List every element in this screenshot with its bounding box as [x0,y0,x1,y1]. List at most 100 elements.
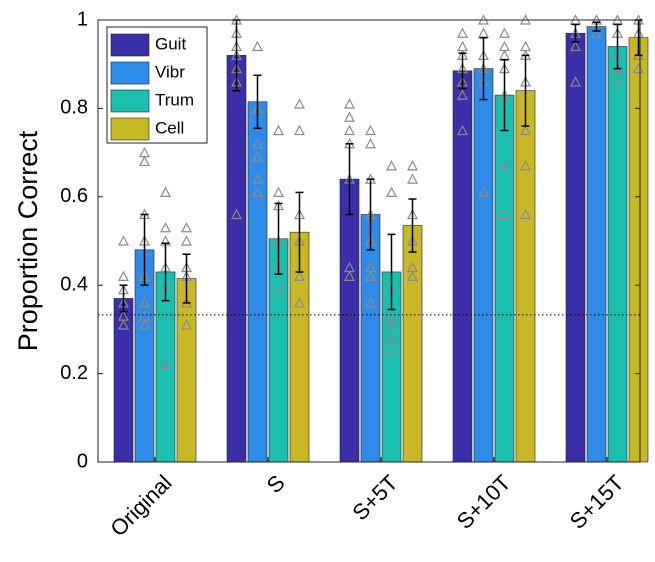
error-bar [161,242,170,302]
legend-swatch [110,117,150,141]
y-tick-label: 0.8 [60,97,88,119]
data-point [520,160,531,171]
data-point [294,297,305,308]
data-point [386,186,397,197]
data-point [344,98,355,109]
data-point [181,319,192,330]
data-point [499,49,510,60]
data-point [160,358,171,370]
data-point [478,186,489,197]
data-point [118,319,129,330]
data-point [570,76,581,87]
data-point [160,221,171,233]
error-bar [521,54,530,127]
data-point [633,62,644,74]
data-point [457,40,468,52]
data-point [457,124,468,136]
data-point [386,332,397,343]
data-point [499,160,510,171]
legend-label: Trum [155,90,194,109]
y-tick-label: 0 [77,450,88,472]
bar [247,101,268,463]
error-bar [182,253,191,304]
data-point [499,27,510,38]
data-point [591,27,602,38]
data-point [139,297,150,308]
bar [565,32,586,463]
legend-label: Cell [155,118,184,137]
y-tick-label: 0.6 [60,185,88,207]
legend-swatch [110,33,150,57]
data-point [407,160,418,171]
error-bar [387,233,396,311]
y-tick-label: 0.2 [60,362,88,384]
data-point [407,270,418,281]
x-tick-label: S [262,470,290,498]
bar [360,214,381,463]
bar [402,225,423,463]
bar [452,70,473,463]
data-point [294,124,305,136]
bar [607,46,628,463]
data-point [181,235,192,246]
bar [515,90,536,463]
data-point [181,221,192,233]
error-bar [295,191,304,273]
data-point [365,297,376,308]
error-bar [500,59,509,132]
legend-label: Vibr [155,62,185,81]
data-point [160,186,171,197]
error-bar [408,198,417,253]
data-point [612,76,623,87]
data-point [231,208,242,220]
y-tick-label: 1 [77,8,88,30]
data-point [365,124,376,136]
x-tick-label: S+5T [347,470,402,525]
x-tick-label: S+15T [565,470,629,534]
legend-label: Guit [155,34,186,53]
y-axis-label: Proportion Correct [13,130,43,351]
error-bar [592,21,601,32]
data-point [365,137,376,149]
error-bar [571,23,580,43]
bar [586,26,607,463]
data-point [386,319,397,330]
error-bar [479,36,488,101]
bar [176,278,197,463]
data-point [520,40,531,52]
data-point [294,270,305,281]
bar [473,68,494,463]
data-point [252,40,263,52]
bar [339,178,360,463]
data-point [344,111,355,122]
data-point [252,173,263,184]
error-bar [345,143,354,216]
x-tick-label: S+10T [452,470,516,534]
error-bar [253,74,262,130]
bar [494,94,515,463]
plot-frame [97,19,641,463]
y-tick-label: 0.4 [60,273,88,295]
data-point [294,98,305,109]
data-point [252,151,263,162]
x-tick-label: Original [105,470,176,541]
legend-swatch [110,61,150,85]
error-bar [274,202,283,275]
data-point [499,208,510,220]
data-point [520,208,531,220]
data-point [570,40,581,52]
data-point [273,186,284,197]
data-point [499,40,510,52]
data-point [252,186,263,197]
bar [628,37,649,463]
data-point [407,173,418,184]
legend-swatch [110,89,150,113]
data-point [478,27,489,38]
data-point [386,160,397,171]
data-point [139,146,150,158]
data-point [273,283,284,295]
data-point [457,27,468,38]
data-point [386,345,397,357]
data-point [273,124,284,136]
